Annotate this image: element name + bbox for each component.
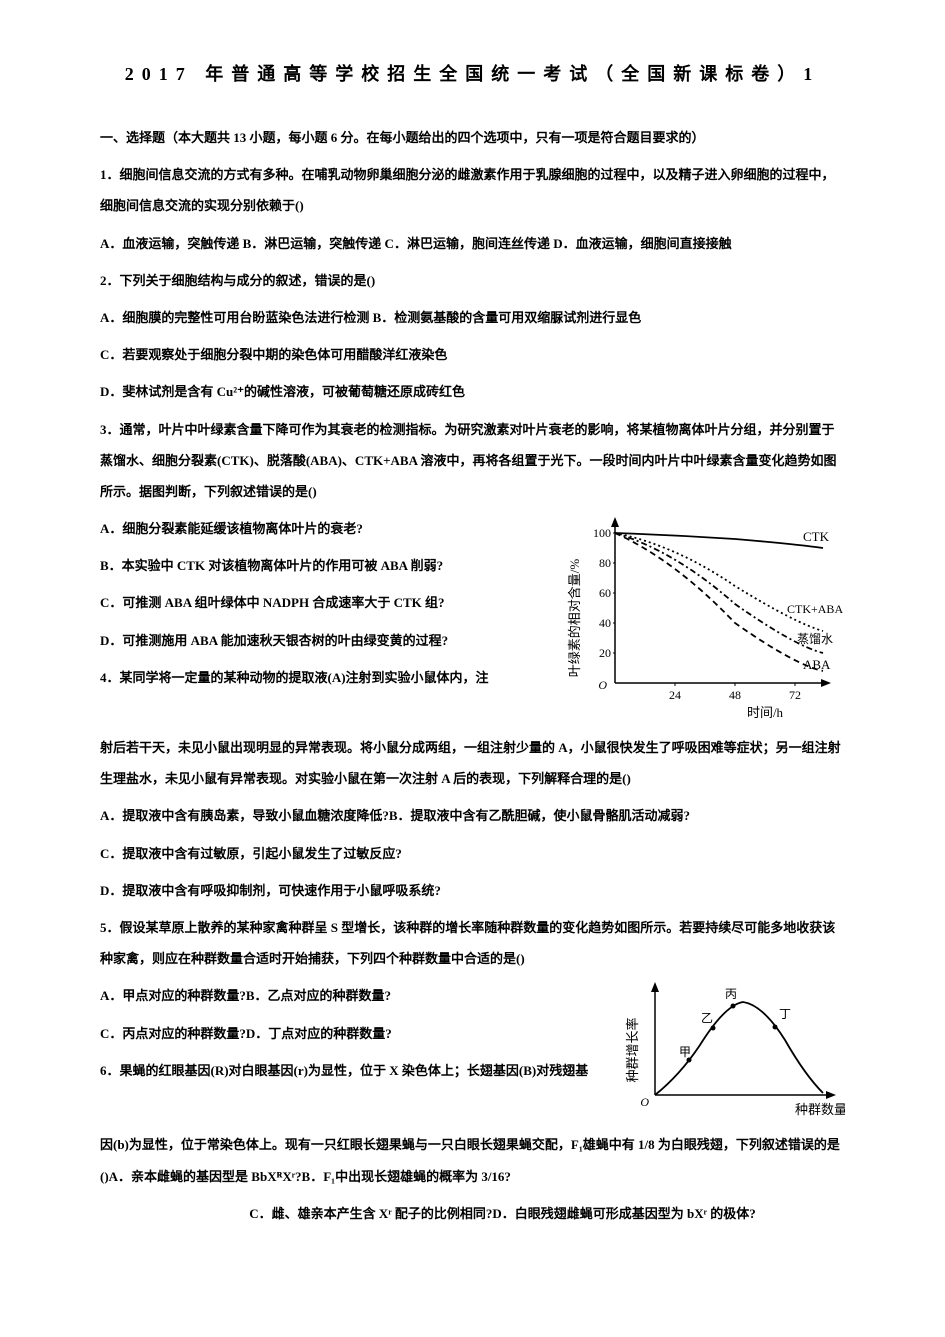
q2-c: C．若要观察处于细胞分裂中期的染色体可用醋酸洋红液染色 <box>100 339 845 370</box>
q4-ab: A．提取液中含有胰岛素，导致小鼠血糖浓度降低?B．提取液中含有乙酰胆碱，使小鼠骨… <box>100 800 845 831</box>
pt-bing: 丙 <box>725 987 737 1001</box>
svg-text:100: 100 <box>593 526 611 540</box>
svg-text:60: 60 <box>599 586 611 600</box>
q4-stem2: 射后若干天，未见小鼠出现明显的异常表现。将小鼠分成两组，一组注射少量的 A，小鼠… <box>100 732 845 794</box>
series-water: 蒸馏水 <box>797 632 833 646</box>
svg-text:72: 72 <box>789 688 801 702</box>
exam-title: 2017 年普通高等学校招生全国统一考试（全国新课标卷）1 <box>100 60 845 86</box>
q2-a: A．细胞膜的完整性可用台盼蓝染色法进行检测 B．检测氨基酸的含量可用双缩脲试剂进… <box>100 302 845 333</box>
svg-text:24: 24 <box>669 688 681 702</box>
q2-d: D．斐林试剂是含有 Cu²⁺的碱性溶液，可被葡萄糖还原成砖红色 <box>100 376 845 407</box>
q5-chart: 种群增长率 O 种群数量 甲 乙 丙 丁 <box>625 980 845 1125</box>
section-header: 一、选择题（本大题共 13 小题，每小题 6 分。在每小题给出的四个选项中，只有… <box>100 122 845 153</box>
q5-wrap: 5．假设某草原上散养的某种家禽种群呈 S 型增长，该种群的增长率随种群数量的变化… <box>100 912 845 1129</box>
series-ctk: CTK <box>803 529 830 544</box>
series-ctkaba: CTK+ABA <box>787 602 843 616</box>
q3-stem: 3．通常，叶片中叶绿素含量下降可作为其衰老的检测指标。为研究激素对叶片衰老的影响… <box>100 414 845 508</box>
svg-text:20: 20 <box>599 646 611 660</box>
pt-ding: 丁 <box>779 1007 791 1021</box>
chart1-yticks: 100 80 60 40 20 <box>593 526 615 660</box>
chart1-xticks: 24 48 72 <box>669 683 801 702</box>
chart2-ylabel: 种群增长率 <box>625 1018 640 1083</box>
q4-d: D．提取液中含有呼吸抑制剂，可快速作用于小鼠呼吸系统? <box>100 875 845 906</box>
svg-text:40: 40 <box>599 616 611 630</box>
q4-c: C．提取液中含有过敏原，引起小鼠发生了过敏反应? <box>100 838 845 869</box>
q2-stem: 2．下列关于细胞结构与成分的叙述，错误的是() <box>100 265 845 296</box>
q1-options: A．血液运输，突触传递 B．淋巴运输，突触传递 C．淋巴运输，胞间连丝传递 D．… <box>100 228 845 259</box>
q1-stem: 1．细胞间信息交流的方式有多种。在哺乳动物卵巢细胞分泌的雌激素作用于乳腺细胞的过… <box>100 159 845 221</box>
chart1-xlabel: 时间/h <box>747 705 784 720</box>
chart1-ylabel: 叶绿素的相对含量/% <box>567 559 582 678</box>
q6-cd: C．雌、雄亲本产生含 Xʳ 配子的比例相同?D．白眼残翅雌蝇可形成基因型为 bX… <box>100 1198 845 1229</box>
chart2-xlabel: 种群数量 <box>795 1102 845 1117</box>
chlorophyll-chart: 叶绿素的相对含量/% O 100 80 60 40 20 24 48 72 时间… <box>565 513 845 723</box>
chart2-origin: O <box>640 1095 649 1109</box>
svg-text:80: 80 <box>599 556 611 570</box>
q3-wrap: 3．通常，叶片中叶绿素含量下降可作为其衰老的检测指标。为研究激素对叶片衰老的影响… <box>100 414 845 733</box>
svg-text:48: 48 <box>729 688 741 702</box>
pt-jia: 甲 <box>679 1045 691 1059</box>
pt-yi: 乙 <box>701 1011 713 1025</box>
q6-stem2: 因(b)为显性，位于常染色体上。现有一只红眼长翅果蝇与一只白眼长翅果蝇交配，F₁… <box>100 1129 845 1191</box>
q3-chart: 叶绿素的相对含量/% O 100 80 60 40 20 24 48 72 时间… <box>565 513 845 728</box>
q5-stem: 5．假设某草原上散养的某种家禽种群呈 S 型增长，该种群的增长率随种群数量的变化… <box>100 912 845 974</box>
origin-label: O <box>598 678 607 692</box>
series-aba: ABA <box>803 657 831 672</box>
growth-rate-chart: 种群增长率 O 种群数量 甲 乙 丙 丁 <box>625 980 845 1120</box>
